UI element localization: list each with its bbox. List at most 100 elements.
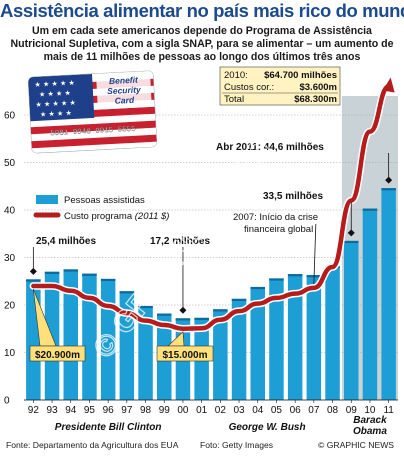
x-tick-label: 00 (177, 405, 189, 416)
x-tick-label: 04 (252, 405, 264, 416)
bar-03 (231, 298, 247, 400)
y-tick-label: 50 (4, 158, 16, 169)
chart-title: Assistência alimentar no país mais rico … (0, 0, 404, 21)
bar-cap-03 (231, 298, 247, 302)
annotation-crisis-line-1: 2007: Início da crise (233, 212, 318, 223)
y-tick-label: 60 (4, 111, 16, 122)
annotations: 25,4 milhões 17,2 milhões 33,5 milhões A… (29, 142, 393, 314)
bar-cap-99 (157, 313, 172, 316)
bar-cap-04 (250, 286, 265, 290)
bar-cap-93 (44, 271, 60, 274)
cost-callout-2000: $15.000m (162, 350, 207, 361)
x-tick-label: 94 (65, 405, 77, 416)
cost-line-arrowhead (382, 77, 395, 93)
bar-cap-00 (175, 318, 191, 321)
y-tick-label: 20 (4, 301, 16, 312)
president-obama-label-line-2: Obama (353, 426, 387, 437)
annotation-2000: 17,2 milhões (150, 236, 210, 247)
svg-text:★ ★ ★ ★: ★ ★ ★ ★ (39, 89, 71, 99)
cost-callout-1992-box (29, 345, 86, 362)
annotation-marker (347, 229, 355, 237)
bar-94 (63, 269, 78, 400)
legend-line-label: Custo programa (2011 $) (64, 211, 169, 222)
x-tick-label: 09 (346, 405, 358, 416)
bar-11 (381, 188, 396, 400)
bar-cap-06 (287, 274, 303, 277)
legend-line-suffix: (2011 $) (135, 211, 170, 222)
bar-95 (82, 273, 97, 400)
cost-box-row2-value: $3.600m (299, 82, 337, 93)
annotation-marker (179, 306, 187, 314)
cost-line (31, 84, 391, 332)
annotation-crisis-line-2: financeira global (244, 224, 313, 235)
annotation-marker (29, 267, 37, 275)
footer-credit: © GRAPHIC NEWS (318, 440, 395, 450)
x-tick-label: 97 (121, 405, 133, 416)
cost-box-row2-label: Custos cor.: (224, 82, 274, 93)
benefit-card-illustration: ★ ★ ★ ★ ★ ★ ★ ★ ★ ★ ★ ★ ★ ★ ★ ★ ★ ★ Bene… (27, 70, 158, 154)
bar-cap-01 (194, 317, 209, 321)
chart-subtitle: Um em cada sete americanos depende do Pr… (10, 25, 394, 64)
x-tick-label: 98 (140, 405, 152, 416)
bar-cap-98 (138, 305, 153, 309)
bar-08 (325, 266, 340, 400)
bar-02 (213, 309, 228, 400)
x-axis: 92 93 94 95 96 97 98 99 00 01 02 03 04 05 06 07 08 09 10 11 (24, 399, 398, 416)
cost-box-row1-value: $64.700 milhões (264, 70, 337, 81)
president-obama-label-line-1: Barack (353, 415, 387, 426)
x-tick-label: 02 (215, 405, 227, 416)
annotation-2009: 33,5 milhões (263, 191, 323, 202)
president-clinton-label: Presidente Bill Clinton (55, 422, 162, 433)
x-tick-label: 11 (383, 405, 394, 416)
legend-bar-label: Pessoas assistidas (64, 195, 145, 206)
card-line-1: Benefit (109, 75, 139, 87)
president-labels: Presidente Bill Clinton George W. Bush B… (55, 415, 388, 437)
card-line-3: Card (114, 95, 135, 106)
bar-series (26, 188, 396, 400)
bar-cap-02 (213, 309, 228, 312)
y-tick-label: 10 (4, 348, 16, 359)
x-tick-label: 92 (28, 405, 40, 416)
x-tick-label: 10 (364, 405, 376, 416)
bar-cap-95 (82, 273, 97, 276)
cost-line-series (29, 77, 395, 333)
bar-09 (344, 240, 359, 400)
bar-cap-97 (119, 291, 135, 294)
legend-bar-swatch (36, 195, 58, 204)
x-tick-label: 06 (290, 405, 302, 416)
legend: Pessoas assistidas Custo programa (2011 … (33, 195, 169, 222)
cost-callout-1992: $20.900m (35, 350, 80, 361)
y-tick-label: 40 (4, 206, 16, 217)
card-line-2: Security (107, 84, 142, 96)
bar-04 (250, 286, 265, 400)
chart: 0 10 20 30 40 50 60 92 93 94 95 96 97 98 99 00 01 02 03 04… (4, 66, 398, 437)
footer-photo: Foto: Getty Images (200, 440, 274, 450)
y-tick-label: 30 (4, 253, 16, 264)
x-tick-label: 01 (196, 405, 208, 416)
bar-cap-05 (269, 278, 284, 281)
footer-source: Fonte: Departamento da Agricultura dos E… (6, 440, 179, 450)
cost-box-row1-label: 2010: (224, 70, 248, 81)
annotation-1992: 25,4 milhões (36, 236, 96, 247)
bar-05 (269, 278, 284, 400)
cost-box-row3-value: $68.300m (294, 94, 337, 105)
bar-10 (362, 208, 378, 400)
bar-cap-94 (63, 269, 78, 272)
y-tick-label: 0 (4, 396, 10, 407)
annotation-2011: Abr 2011: 44,6 milhões (216, 142, 324, 153)
svg-text:★ ★ ★ ★ ★: ★ ★ ★ ★ ★ (35, 99, 76, 109)
x-tick-label: 07 (308, 405, 320, 416)
bar-06 (287, 274, 303, 400)
x-tick-label: 93 (46, 405, 58, 416)
bar-97 (119, 291, 135, 400)
x-tick-label: 99 (159, 405, 171, 416)
x-tick-label: 03 (233, 405, 245, 416)
cost-callout-2000-box (156, 345, 214, 362)
bar-98 (138, 305, 153, 400)
bar-cap-11 (381, 188, 396, 191)
annotation-crisis-leader (313, 223, 317, 284)
bar-cap-96 (100, 278, 116, 282)
bar-cap-09 (344, 240, 359, 244)
y-axis: 0 10 20 30 40 50 60 (4, 111, 16, 407)
bar-07 (306, 275, 322, 400)
